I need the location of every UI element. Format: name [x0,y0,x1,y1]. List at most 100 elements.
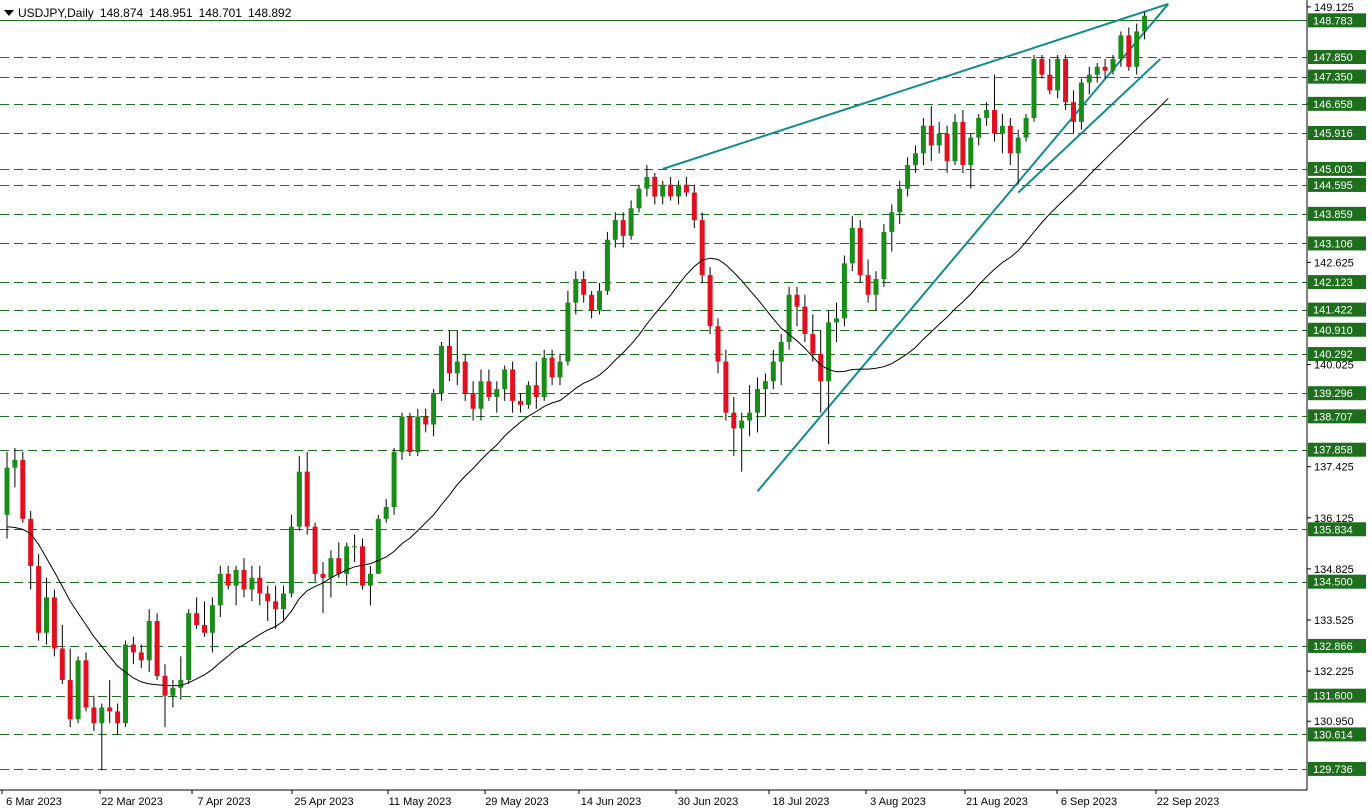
candle-bear [992,110,997,134]
candle-bull [541,357,547,397]
candle-bull [952,121,958,162]
candle-bull [984,110,990,118]
level-label-box [1308,442,1366,457]
horizontal-levels [0,20,1307,770]
chart-menu-triangle-icon[interactable] [4,10,14,16]
level-label-box [1308,409,1366,424]
candle-bear [668,184,674,197]
candle-bull [1142,15,1148,32]
candle-bear [59,648,65,680]
candle-bull [1110,58,1116,71]
candle-bear [533,385,539,397]
candle-bull [375,518,381,574]
price-tick-label: 149.125 [1314,2,1354,14]
candle-bull [573,279,579,303]
candle-bear [802,306,808,335]
candle-bear [336,558,342,574]
candle-bull [296,471,302,527]
candle-bull [755,389,760,413]
close-value: 148.892 [247,6,292,20]
candle-bear [944,133,950,162]
level-label-box [1308,275,1366,290]
candle-bull [44,597,49,633]
level-label-box [1308,386,1366,401]
level-label: 141.422 [1313,305,1353,317]
candle-bear [115,711,121,724]
candle-bull [494,389,500,397]
candle-bull [913,153,918,166]
candle-bull [739,420,745,429]
candle-bear [620,220,626,236]
candle-bull [1094,66,1100,75]
candle-bear [731,412,737,429]
level-label-box [1308,161,1366,176]
candle-bear [91,707,97,724]
candle-bull [905,165,911,189]
candle-bull [525,385,531,405]
candle-bull [170,687,176,696]
candle-bear [36,565,42,633]
candle-bear [320,573,326,578]
date-label: 30 Jun 2023 [678,796,739,808]
date-label: 18 Jul 2023 [773,796,830,808]
price-tick-label: 137.425 [1314,462,1354,474]
candle-bear [1102,66,1108,71]
candle-bear [1047,74,1053,91]
candle-bull [826,322,832,382]
candle-bull [557,361,563,378]
candle-bull [786,294,792,342]
candle-bull [968,137,974,166]
open-value: 148.874 [99,6,144,20]
level-label-box [1308,638,1366,653]
candle-bear [794,294,800,307]
trendline [1017,58,1162,194]
level-label: 147.850 [1313,52,1353,64]
level-label: 139.296 [1313,388,1353,400]
candle-bear [154,620,160,677]
level-label: 143.106 [1313,238,1353,250]
candle-bull [186,613,192,680]
candle-bear [581,279,587,295]
candle-bull [565,302,571,362]
candle-bull [209,605,215,633]
candle-bear [707,275,713,327]
candle-bull [344,546,350,574]
level-label-box [1308,69,1366,84]
date-label: 22 Sep 2023 [1157,796,1219,808]
candle-bull [873,279,879,295]
level-label-box [1308,574,1366,589]
candle-bear [928,125,934,146]
candle-bear [549,357,555,378]
trendline [756,3,1170,492]
candle-bull [454,361,460,374]
candle-bull [383,507,389,519]
candle-bear [1007,125,1013,154]
candle-bull [644,176,650,189]
candle-bull [123,644,128,724]
level-label-box [1308,206,1366,221]
price-tick-label: 136.125 [1314,513,1354,525]
level-label: 147.350 [1313,72,1353,84]
candle-bull [391,451,397,508]
level-label: 132.866 [1313,641,1353,653]
candle-bull [399,416,405,452]
candle-bull [881,231,887,280]
candle-bear [470,393,476,409]
level-label: 145.916 [1313,128,1353,140]
candle-bull [352,546,358,548]
candle-bull [628,208,634,236]
level-label: 129.736 [1313,764,1353,776]
date-label: 3 Aug 2023 [870,796,926,808]
candle-bear [202,624,207,633]
candle-bear [810,334,816,354]
candle-bear [589,294,595,311]
candle-bull [841,263,847,319]
candle-bear [1126,35,1132,67]
candle-bull [762,381,768,390]
candle-bear [360,546,365,586]
moving-average [6,97,1169,687]
candle-bear [446,345,452,374]
level-label: 140.910 [1313,325,1353,337]
